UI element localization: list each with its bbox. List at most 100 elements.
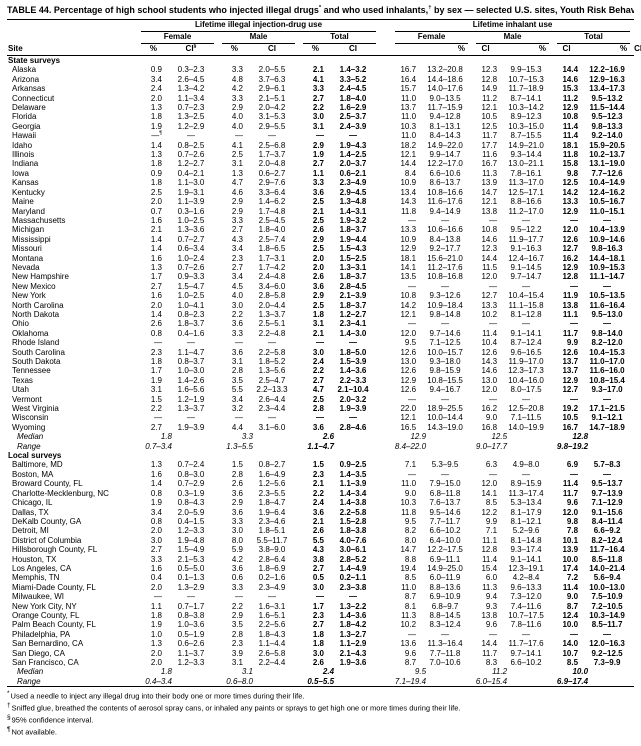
site-cell: Chicago, IL	[12, 498, 53, 508]
site-cell: Ohio	[12, 319, 29, 329]
percent-cell: 12.0	[481, 479, 498, 489]
table-row: Michigan 2.1 1.3–3.6 2.7 1.8–4.0 2.6 1.8–3.7 13…	[7, 225, 634, 234]
ci-cell: 12.2–17.0	[427, 159, 463, 169]
site-cell: Mississippi	[12, 234, 51, 244]
percent-cell: 12.9	[562, 262, 579, 272]
percent-cell: 9.8	[566, 516, 579, 526]
ci-cell: 5.6–9.4	[593, 573, 621, 583]
percent-cell: 1.9	[312, 150, 324, 160]
spacer-cell	[380, 319, 391, 328]
percent-cell: 4.7	[231, 178, 243, 188]
percent-cell: 19.4	[400, 563, 417, 573]
percent-cell: 2.1	[312, 328, 324, 338]
subheader-label: Male	[476, 32, 550, 44]
footnote-text: Sniffed glue, breathed the contents of a…	[11, 703, 461, 713]
percent-cell: 1.6	[150, 215, 162, 225]
ci-cell: 1.6–5.1	[258, 610, 286, 620]
percent-cell: 11.7	[562, 488, 579, 498]
percent-cell: 2.9	[231, 610, 243, 620]
percent-cell: 3.3	[312, 84, 324, 94]
site-cell: Connecticut	[12, 93, 55, 103]
percent-cell: 12.6	[400, 385, 417, 395]
percent-cell: 9.4	[485, 592, 498, 602]
percent-cell: 2.9	[231, 197, 243, 207]
ci-cell: —	[268, 338, 276, 348]
percent-cell: 1.3	[150, 103, 162, 113]
ci-cell: 9.8–13.3	[591, 121, 623, 131]
percent-cell: 11.7	[482, 648, 498, 658]
ci-cell: 9.8–14.8	[429, 309, 461, 319]
ci-cell: 0.2–1.1	[339, 573, 367, 583]
ci-cell: 7.1–12.5	[429, 338, 461, 348]
percent-cell: 2.2	[231, 601, 243, 611]
site-cell: Charlotte-Mecklenburg, NC	[12, 488, 109, 498]
subheader-label: Total	[557, 32, 631, 44]
percent-cell: 12.7	[562, 244, 579, 254]
ci-cell: 11.6–17.6	[427, 197, 463, 207]
ci-cell: 8.8–13.6	[429, 582, 461, 592]
site-cell: South Carolina	[12, 347, 65, 357]
percent-cell: 1.1	[150, 601, 162, 611]
footnote-injected-definition: *Used a needle to inject any illegal dru…	[7, 689, 634, 701]
ci-cell: 1.1–3.9	[177, 197, 205, 207]
ci-cell: 2.6–4.4	[258, 394, 286, 404]
ci-cell: 9.8–16.3	[591, 244, 623, 254]
percent-cell: 12.1	[400, 309, 417, 319]
percent-cell: 14.6	[562, 74, 579, 84]
percent-cell: 2.3	[312, 610, 324, 620]
ci-cell: 2.4–4.8	[258, 272, 286, 282]
group-header-inhalant-use: Lifetime inhalant use	[391, 20, 634, 32]
ci-cell: 1.8–4.3	[258, 629, 286, 639]
site-cell: San Francisco, CA	[12, 658, 79, 667]
percent-cell: 10.0	[562, 620, 579, 630]
spacer-cell	[380, 517, 391, 526]
percent-cell: 11.1	[482, 535, 498, 545]
percent-cell: 3.4	[150, 74, 162, 84]
ci-cell: 1.8–3.7	[177, 319, 205, 329]
ci-cell: 0.9–3.3	[177, 272, 205, 282]
ci-cell: 2.1–3.9	[339, 291, 367, 301]
ci-cell: 11.9–17.0	[508, 357, 544, 366]
summary-value-cell: 6.0–15.4	[475, 676, 508, 686]
ci-cell: 1.1–3.0	[177, 178, 205, 188]
ci-cell: 14.9–21.0	[508, 140, 544, 150]
percent-cell: 14.0	[562, 639, 579, 649]
percent-cell: 8.4	[404, 168, 417, 178]
percent-cell: 16.8	[481, 422, 498, 432]
site-cell: Orange County, FL	[12, 610, 80, 620]
ci-cell: —	[441, 394, 450, 404]
ci-cell: —	[441, 281, 450, 291]
table-row: Nevada 1.3 0.7–2.6 2.7 1.7–4.2 2.0 1.3–3.1 14.1…	[7, 263, 634, 272]
percent-cell: 9.6	[485, 620, 498, 630]
percent-cell: 13.7	[562, 357, 579, 366]
ci-cell: 2.2–5.8	[339, 507, 367, 517]
percent-cell: 2.5	[312, 197, 324, 207]
ci-cell: 11.7–17.6	[508, 639, 544, 649]
percent-cell: 2.5	[312, 394, 324, 404]
table-row: Dallas, TX 3.4 2.0–5.9 3.6 1.9–6.4 3.6 2.2–5.8…	[7, 508, 634, 517]
percent-cell: 2.6	[312, 272, 324, 282]
percent-cell: 12.0	[481, 385, 498, 395]
ci-cell: 2.0–4.4	[258, 300, 286, 310]
site-cell: Missouri	[12, 244, 42, 254]
percent-cell: —	[408, 319, 417, 329]
percent-cell: 3.1	[231, 658, 243, 667]
summary-value-cell: 2.6	[322, 432, 335, 442]
ci-cell: 0.9–2.5	[339, 460, 367, 470]
percent-cell: 14.4	[562, 65, 579, 75]
percent-cell: 8.8	[404, 554, 417, 564]
table-row: Wisconsin — — — — — — 12.1 10.0–14.4 9.0 7.1–11.5 1…	[7, 413, 634, 422]
percent-cell: 3.1	[312, 319, 324, 329]
percent-cell: 3.4	[150, 507, 162, 517]
ci-cell: 1.2–2.7	[177, 159, 205, 169]
percent-cell: 3.6	[312, 187, 324, 197]
percent-cell: 9.9	[566, 338, 579, 348]
ci-cell: 1.1–4.4	[258, 639, 286, 649]
ci-cell: 8.6–13.7	[429, 178, 461, 188]
ci-cell: 11.6–16.4	[589, 300, 625, 310]
ci-cell: 12.9–16.3	[589, 74, 625, 84]
subheader-label: Total	[303, 32, 377, 44]
ci-cell: 10.5–13.5	[589, 291, 625, 301]
percent-cell: 14.1	[481, 488, 498, 498]
ci-cell: 15.6–21.0	[427, 253, 463, 263]
